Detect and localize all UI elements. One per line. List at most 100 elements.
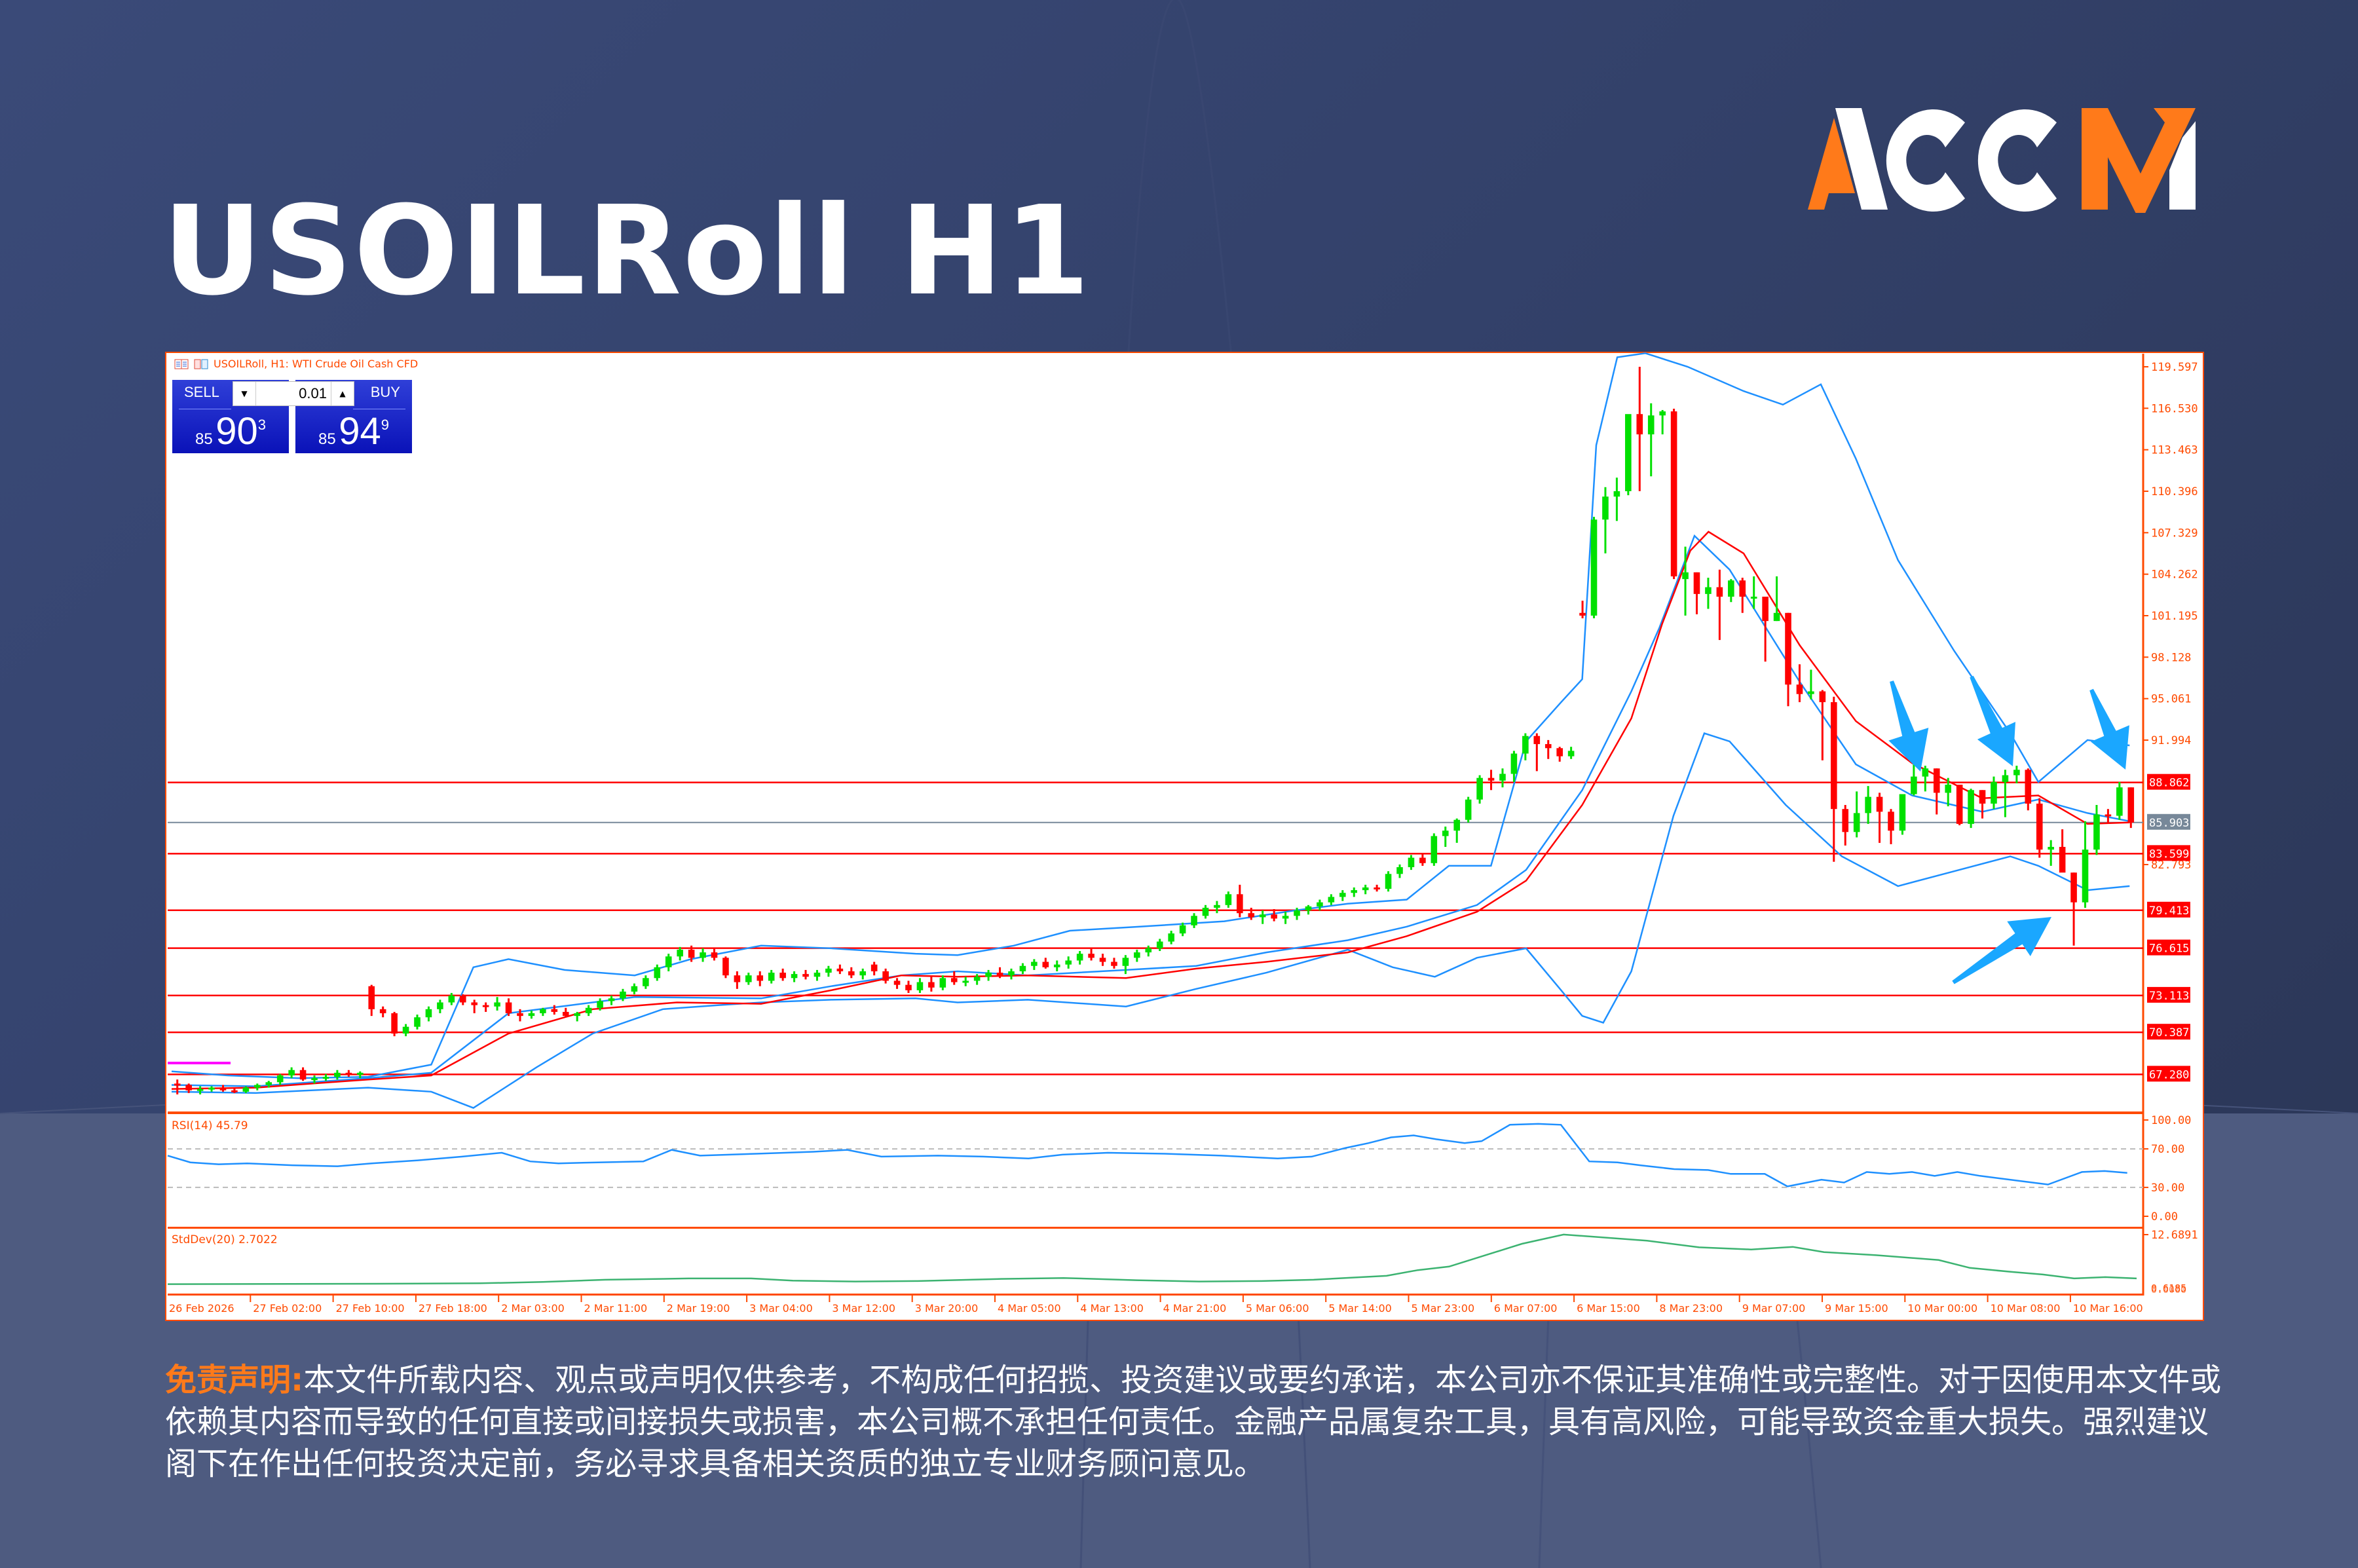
candlestick xyxy=(2082,821,2089,908)
candlestick xyxy=(1202,905,1209,919)
candlestick xyxy=(2116,781,2123,820)
buy-price-big: 94 xyxy=(339,410,381,453)
candlestick xyxy=(551,1005,558,1015)
candlestick xyxy=(916,978,924,994)
logo-m-left-icon xyxy=(2082,108,2196,213)
candlestick xyxy=(1544,739,1552,759)
svg-text:79.413: 79.413 xyxy=(2149,905,2189,918)
candlestick xyxy=(734,971,741,989)
candlestick xyxy=(1156,939,1163,952)
candlestick xyxy=(608,996,615,1005)
candlestick xyxy=(391,1011,398,1037)
candlestick xyxy=(242,1086,250,1093)
level-price-badge xyxy=(2147,845,2190,861)
candlestick xyxy=(482,1002,489,1012)
stddev-tick-label: 12.6891 xyxy=(2151,1229,2198,1242)
stddev-label: StdDev(20) 2.7022 xyxy=(172,1233,278,1246)
candlestick xyxy=(1785,612,1791,707)
candlestick xyxy=(1282,912,1289,924)
stddev-tick-label: 0.6185 xyxy=(2151,1282,2186,1294)
time-tick-label: 27 Feb 18:00 xyxy=(419,1302,487,1315)
candlestick xyxy=(1808,669,1814,700)
svg-text:76.615: 76.615 xyxy=(2149,943,2189,956)
candlestick xyxy=(1522,733,1529,760)
candlestick xyxy=(437,999,443,1014)
candlestick xyxy=(1773,576,1780,622)
candlestick xyxy=(722,956,729,979)
lot-size-stepper[interactable]: ▼ 0.01 ▲ xyxy=(233,381,354,406)
candlestick xyxy=(631,983,638,995)
time-tick-label: 5 Mar 14:00 xyxy=(1328,1302,1392,1315)
level-price-badge xyxy=(2147,901,2190,918)
candlestick xyxy=(814,969,821,981)
lot-size-input[interactable]: 0.01 xyxy=(299,385,327,401)
candlestick xyxy=(791,971,798,982)
time-tick-label: 8 Mar 23:00 xyxy=(1659,1302,1723,1315)
candlestick xyxy=(1556,747,1563,762)
time-tick-label: 27 Feb 02:00 xyxy=(253,1302,322,1315)
candlestick xyxy=(985,969,992,981)
candlestick xyxy=(859,968,867,980)
candlestick xyxy=(2002,770,2009,817)
candlestick xyxy=(665,954,672,971)
price-tick-label: 116.530 xyxy=(2151,402,2198,415)
candlestick xyxy=(711,948,718,961)
candlestick xyxy=(1179,922,1186,937)
time-tick-label: 6 Mar 07:00 xyxy=(1494,1302,1558,1315)
candlestick xyxy=(1968,789,1974,829)
time-tick-label: 10 Mar 08:00 xyxy=(1991,1302,2061,1315)
candlestick xyxy=(1762,596,1768,662)
disclaimer-text: 本文件所载内容、观点或声明仅供参考，不构成任何招揽、投资建议或要约承诺，本公司亦… xyxy=(165,1362,2222,1482)
one-click-trading-panel: SELL 85 903 BUY 85 949 ▼ 0.01 ▲ xyxy=(172,380,415,453)
candlestick xyxy=(1945,777,1952,807)
time-tick-label: 2 Mar 11:00 xyxy=(584,1302,648,1315)
panel-divider xyxy=(168,1294,2143,1296)
price-tick-label: 91.994 xyxy=(2151,734,2191,747)
sell-price-prefix: 85 xyxy=(195,430,213,448)
candlestick xyxy=(540,1007,546,1017)
candlestick xyxy=(2105,809,2112,823)
price-tick-label: 104.262 xyxy=(2151,569,2198,582)
candlestick xyxy=(1716,569,1723,641)
candlestick xyxy=(939,975,946,990)
candlestick xyxy=(2048,840,2054,866)
moving-average-line xyxy=(171,531,2130,1090)
time-tick-label: 3 Mar 04:00 xyxy=(749,1302,813,1315)
level-price-badge xyxy=(2147,1024,2190,1040)
candlestick xyxy=(1385,871,1392,892)
candlestick xyxy=(1991,776,1997,810)
page-title: USOILRoll H1 xyxy=(162,179,1092,323)
candlestick xyxy=(174,1079,181,1094)
current-price-badge xyxy=(2147,813,2190,830)
candlestick xyxy=(1853,791,1860,838)
chart-template-icon[interactable] xyxy=(194,359,208,369)
candlestick xyxy=(505,998,512,1017)
candlestick xyxy=(1636,366,1643,491)
candlestick xyxy=(585,1005,592,1017)
chart-grid-icon[interactable] xyxy=(174,359,189,369)
time-tick-label: 4 Mar 21:00 xyxy=(1163,1302,1227,1315)
lot-decrease-button[interactable]: ▼ xyxy=(233,382,256,405)
candlestick xyxy=(700,948,706,962)
candlestick xyxy=(448,993,455,1005)
time-tick-label: 5 Mar 23:00 xyxy=(1412,1302,1475,1315)
time-tick-label: 4 Mar 05:00 xyxy=(998,1302,1061,1315)
candlestick xyxy=(1408,855,1415,870)
bollinger-upper-line xyxy=(171,352,2130,1079)
buy-label: BUY xyxy=(370,384,400,400)
candlestick xyxy=(459,994,466,1005)
chart-window[interactable] xyxy=(165,352,2204,1321)
candlestick xyxy=(836,964,844,975)
candlestick xyxy=(1259,910,1266,924)
lot-increase-button[interactable]: ▲ xyxy=(331,382,354,405)
candlestick xyxy=(1693,572,1700,614)
candlestick xyxy=(1533,733,1541,772)
time-tick-label: 9 Mar 07:00 xyxy=(1742,1302,1806,1315)
time-tick-label: 10 Mar 16:00 xyxy=(2073,1302,2143,1315)
candlestick xyxy=(688,945,695,962)
candlestick xyxy=(219,1085,227,1092)
candlestick xyxy=(1933,768,1940,815)
level-price-badge xyxy=(2147,939,2190,956)
candlestick xyxy=(2127,787,2135,829)
